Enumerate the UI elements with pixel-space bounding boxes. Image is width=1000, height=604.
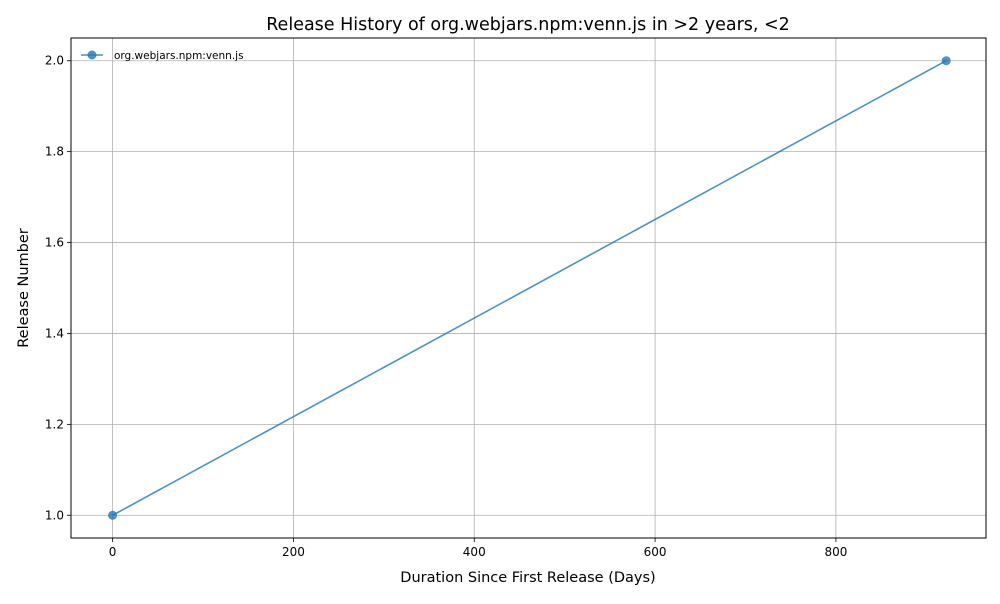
chart-title: Release History of org.webjars.npm:venn.… — [266, 15, 790, 35]
x-tick-label: 400 — [463, 545, 486, 559]
grid-lines — [71, 38, 986, 538]
legend-marker-swatch — [87, 50, 97, 60]
x-tick-label: 800 — [824, 545, 847, 559]
y-tick-label: 2.0 — [45, 54, 64, 68]
y-tick-label: 1.8 — [45, 145, 64, 159]
legend-label: org.webjars.npm:venn.js — [114, 50, 244, 62]
x-tick-label: 600 — [644, 545, 667, 559]
series-line — [112, 60, 947, 516]
series-layer — [108, 56, 951, 520]
axis-ticks: 0 200 400 600 800 1.0 1.2 1.4 1.6 1.8 2.0 — [45, 54, 847, 559]
y-tick-label: 1.2 — [45, 417, 64, 431]
y-tick-label: 1.4 — [45, 326, 64, 340]
data-point-marker — [941, 56, 951, 66]
x-tick-label: 200 — [282, 545, 305, 559]
y-tick-label: 1.6 — [45, 236, 64, 250]
plot-frame — [70, 37, 987, 539]
x-axis-label: Duration Since First Release (Days) — [400, 570, 655, 586]
legend: org.webjars.npm:venn.js — [81, 50, 244, 62]
y-tick-label: 1.0 — [45, 508, 64, 522]
y-axis-label: Release Number — [16, 228, 32, 348]
data-point-marker — [108, 510, 118, 520]
x-tick-label: 0 — [109, 545, 117, 559]
